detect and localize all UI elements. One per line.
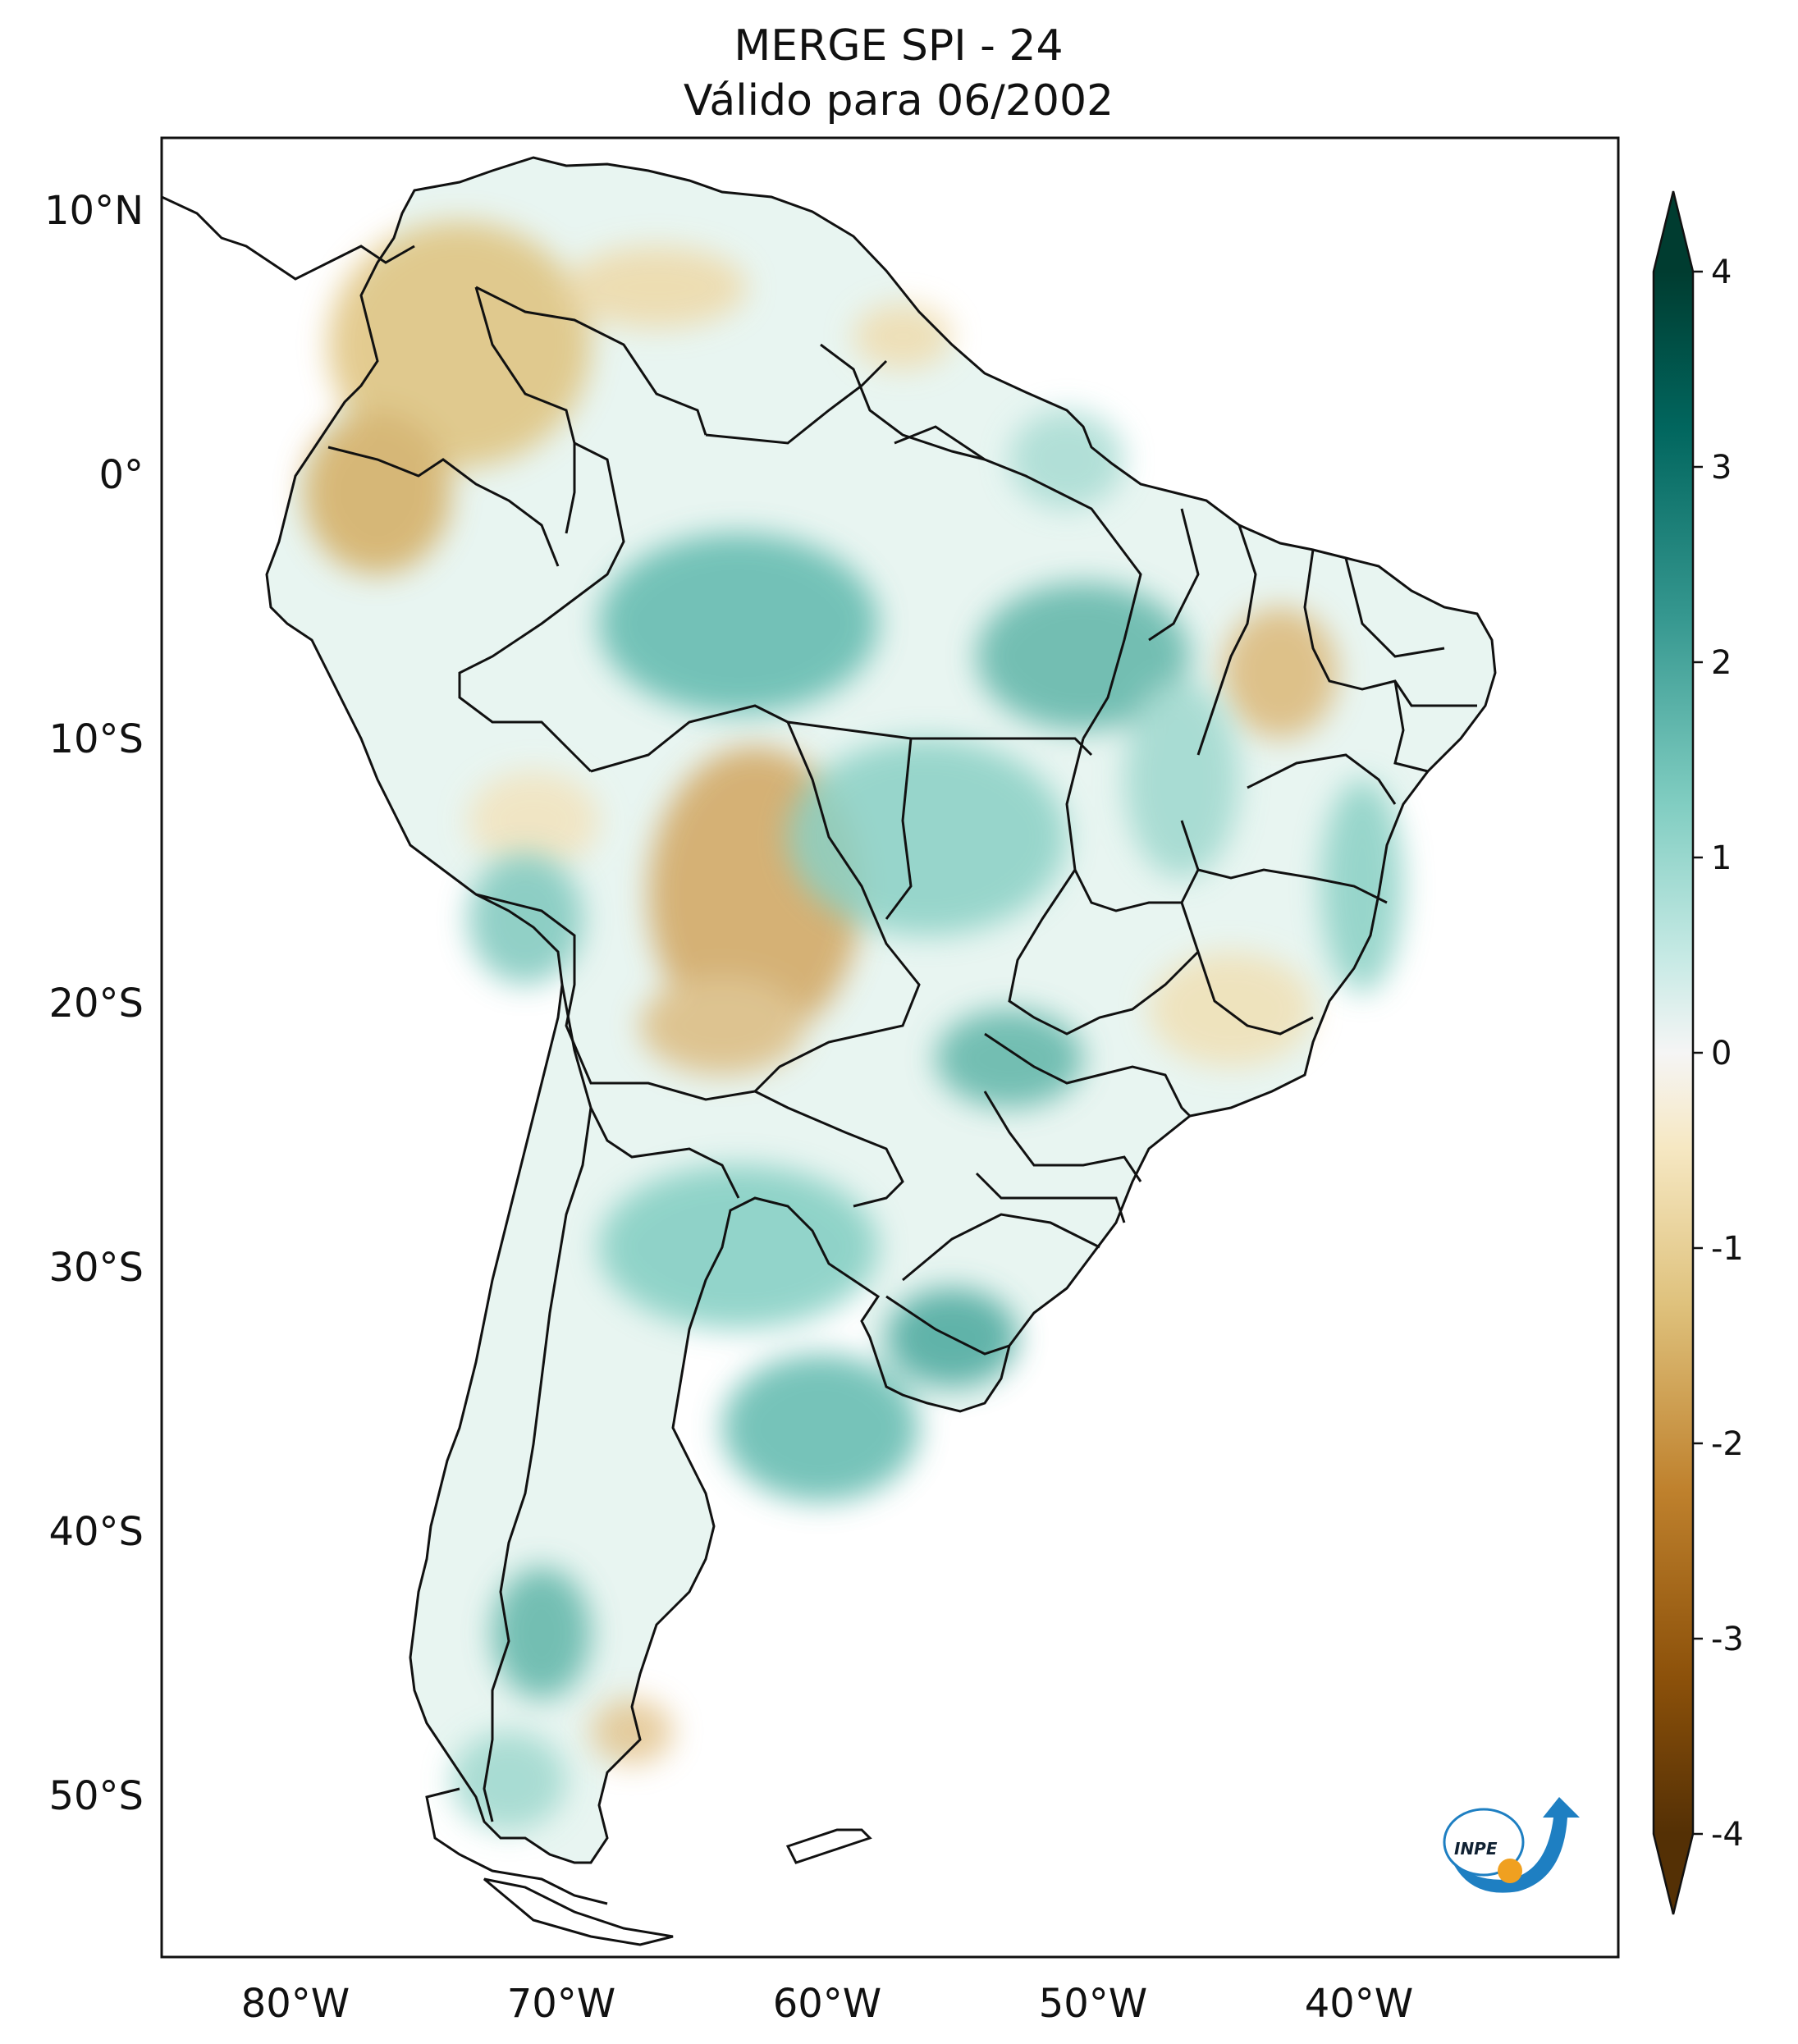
latitude-axis: 10°N 0° 10°S 20°S 30°S 40°S 50°S bbox=[44, 188, 144, 1819]
colorbar-gradient bbox=[1654, 272, 1693, 1834]
lat-tick-label: 50°S bbox=[48, 1773, 144, 1819]
logo-dot bbox=[1498, 1859, 1522, 1883]
lat-tick-label: 0° bbox=[98, 452, 144, 498]
lon-tick-label: 80°W bbox=[241, 1981, 350, 2027]
colorbar-tick-label: -3 bbox=[1711, 1621, 1744, 1658]
logo-swoosh-icon bbox=[1451, 1797, 1580, 1893]
lon-tick-label: 60°W bbox=[773, 1981, 882, 2027]
lon-tick-label: 70°W bbox=[507, 1981, 616, 2027]
lat-tick-label: 30°S bbox=[48, 1245, 144, 1291]
logo-label: INPE bbox=[1454, 1839, 1498, 1859]
lon-tick-label: 50°W bbox=[1039, 1981, 1148, 2027]
map-frame bbox=[160, 136, 1620, 1959]
colorbar-tick-label: -4 bbox=[1711, 1816, 1744, 1854]
wet-anomaly-patches bbox=[451, 410, 1403, 1830]
colorbar-tick-label: 0 bbox=[1711, 1035, 1732, 1072]
colorbar-bottom-arrow bbox=[1654, 1834, 1693, 1914]
inpe-logo: INPE bbox=[1443, 1797, 1580, 1893]
colorbar: 4 3 2 1 0 -1 -2 -3 -4 bbox=[1652, 190, 1744, 1915]
south-america-landmass bbox=[267, 158, 1495, 1863]
colorbar-top-arrow bbox=[1654, 191, 1693, 272]
lat-tick-label: 10°S bbox=[48, 716, 144, 762]
colorbar-tick-label: -1 bbox=[1711, 1230, 1744, 1268]
lon-tick-label: 40°W bbox=[1305, 1981, 1414, 2027]
longitude-axis: 80°W 70°W 60°W 50°W 40°W bbox=[241, 1981, 1414, 2027]
logo-orbit bbox=[1443, 1808, 1525, 1877]
map-subtitle: Válido para 06/2002 bbox=[684, 76, 1114, 126]
map-area bbox=[162, 138, 1618, 1957]
lat-tick-label: 20°S bbox=[48, 981, 144, 1027]
lat-tick-label: 10°N bbox=[44, 188, 144, 234]
colorbar-tick-label: 4 bbox=[1711, 254, 1732, 291]
colorbar-tick-label: 3 bbox=[1711, 449, 1732, 487]
political-borders bbox=[162, 156, 1497, 1946]
colorbar-tick-label: 2 bbox=[1711, 644, 1732, 682]
map-title: MERGE SPI - 24 bbox=[734, 21, 1063, 71]
colorbar-tick-label: -2 bbox=[1711, 1425, 1744, 1463]
lat-tick-label: 40°S bbox=[48, 1509, 144, 1555]
colorbar-tick-label: 1 bbox=[1711, 839, 1732, 877]
